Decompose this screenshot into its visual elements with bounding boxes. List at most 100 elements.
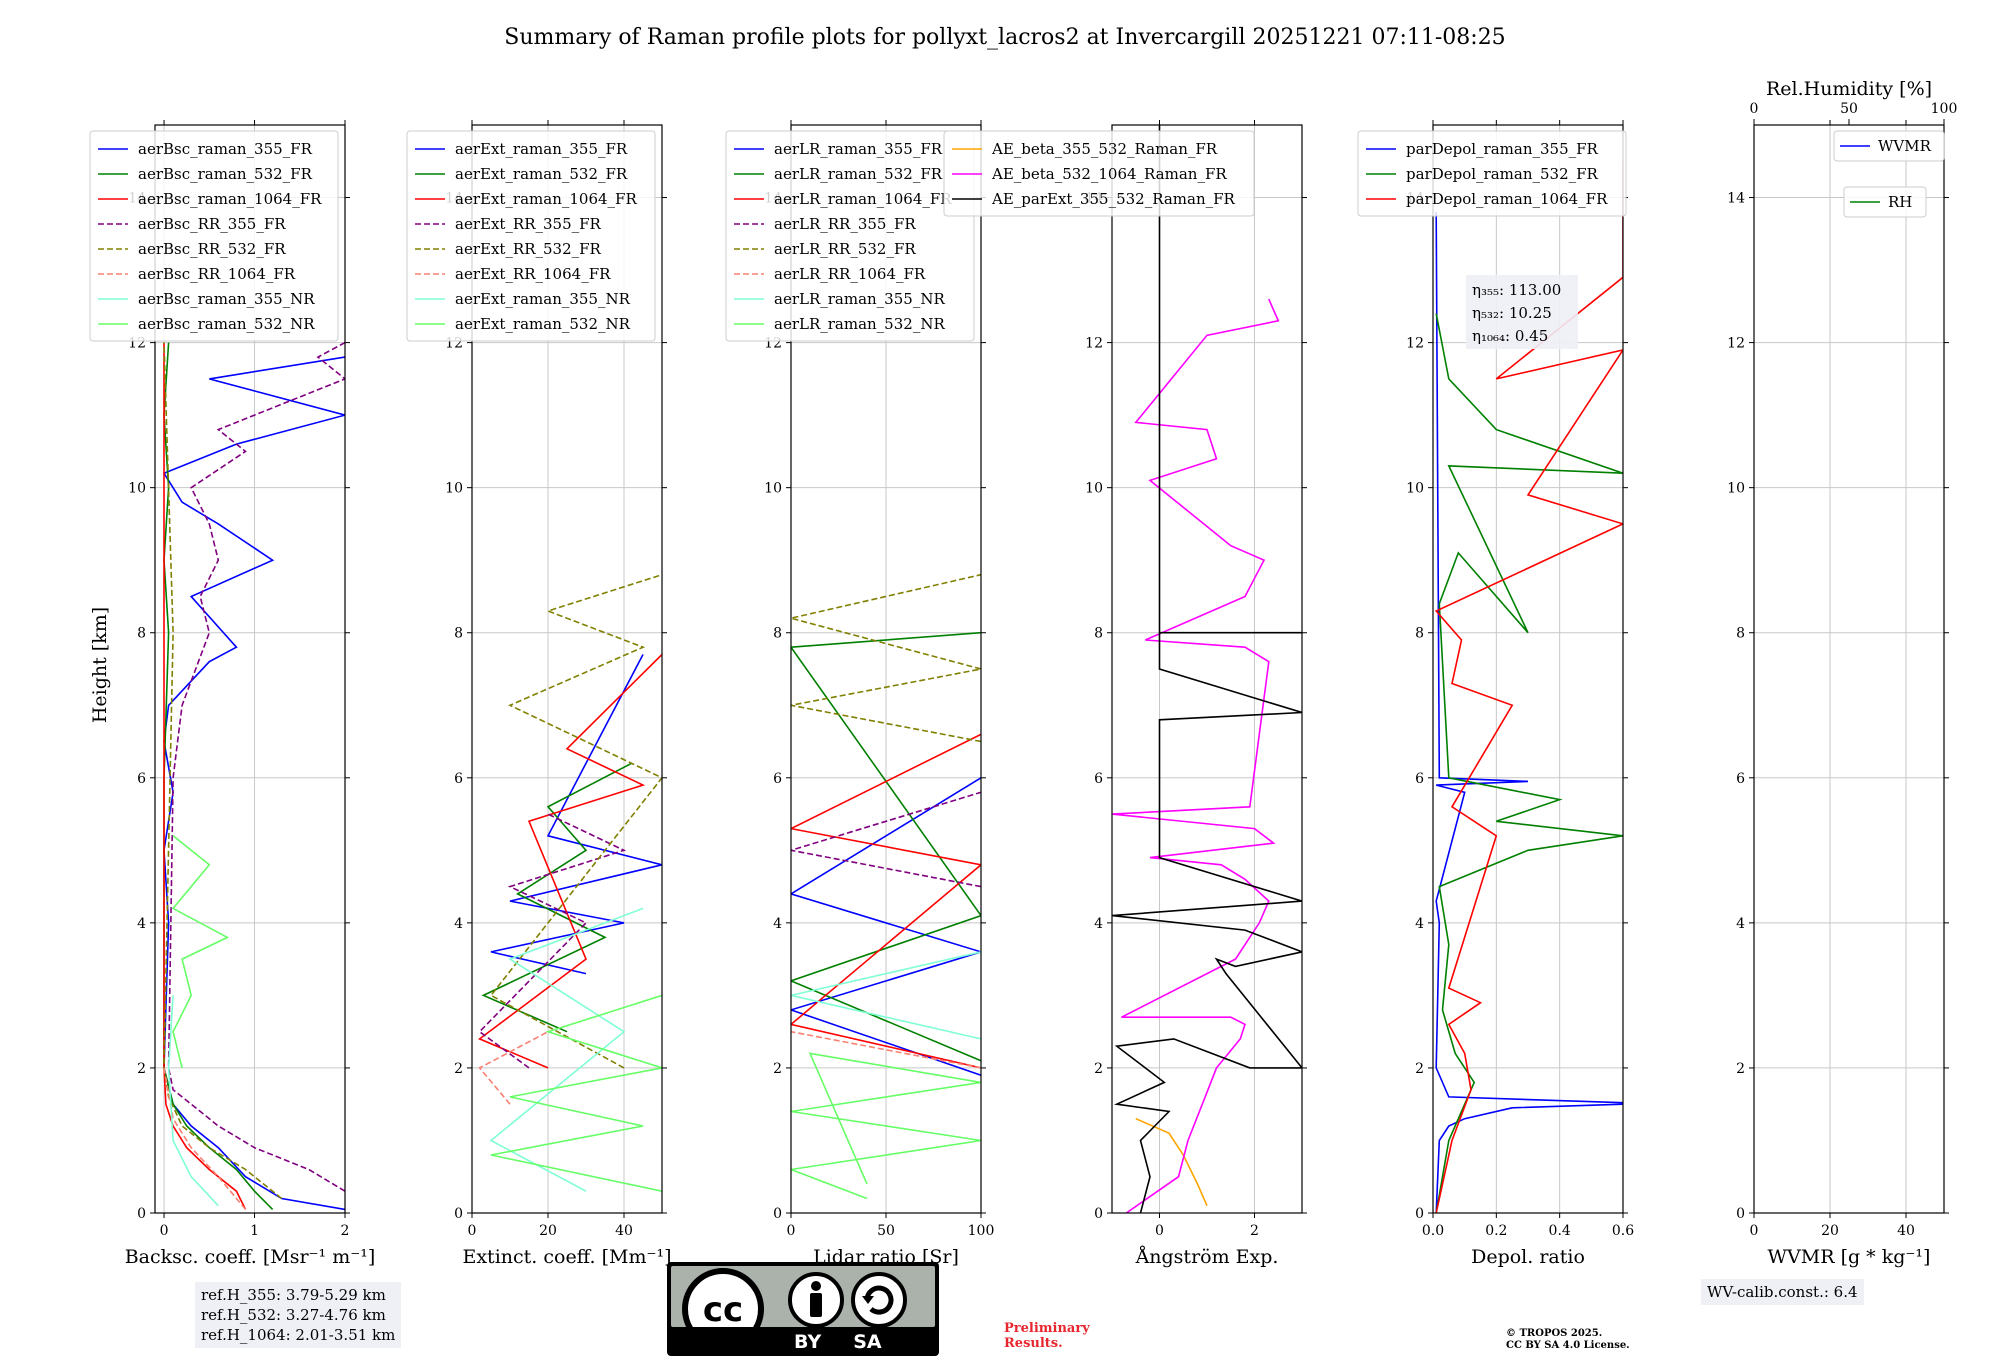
- x-tick-label: 2: [1250, 1223, 1259, 1239]
- y-tick-label: 2: [773, 1061, 782, 1077]
- copyright-notice: © TROPOS 2025. CC BY SA 4.0 License.: [1506, 1328, 1630, 1352]
- copyright-line-2: CC BY SA 4.0 License.: [1506, 1340, 1630, 1351]
- x-tick-label: 20: [539, 1223, 557, 1239]
- series-aerBsc_raman_355_NR: [167, 995, 219, 1207]
- y-tick-label: 10: [1085, 481, 1103, 497]
- y-axis-label: Height [km]: [89, 607, 111, 723]
- x2-tick-label: 50: [1840, 101, 1858, 117]
- series-aerBsc_RR_1064_FR: [163, 1067, 247, 1210]
- y-tick-label: 6: [1736, 771, 1745, 787]
- x-tick-label: 50: [877, 1223, 895, 1239]
- series-aerExt_raman_355_NR: [489, 907, 644, 1192]
- axes-frame: [154, 124, 346, 1214]
- panel-angstrom: 0246810121402Ångström Exp.AE_beta_355_53…: [943, 120, 1307, 1268]
- legend-entry: aerBsc_raman_355_NR: [138, 290, 315, 308]
- legend-entry: aerLR_raman_355_NR: [774, 290, 945, 308]
- legend-entry: aerExt_RR_532_FR: [455, 240, 602, 258]
- legend-entry: aerLR_raman_532_NR: [774, 315, 945, 333]
- legend-entry: aerExt_RR_355_FR: [455, 215, 602, 233]
- legend-entry: AE_parExt_355_532_Raman_FR: [991, 190, 1236, 208]
- legend-entry: aerBsc_raman_532_FR: [138, 165, 313, 183]
- series-AE_parExt_355_532_Raman_FR: [1112, 125, 1302, 1213]
- chart-panels: 02468101214012Backsc. coeff. [Msr⁻¹ m⁻¹]…: [89, 78, 1957, 1268]
- y-tick-label: 6: [1415, 771, 1424, 787]
- series-group: [162, 341, 345, 1211]
- series-aerLR_raman_355_NR: [791, 951, 981, 1040]
- eta-annotation: η₁₀₆₄: 0.45: [1472, 327, 1548, 345]
- y-tick-label: 8: [137, 626, 146, 642]
- eta-annotation-box: [1466, 275, 1578, 349]
- y-tick-label: 6: [1094, 771, 1103, 787]
- legend-entry: aerExt_raman_532_FR: [455, 165, 628, 183]
- legend-entry: RH: [1888, 193, 1912, 211]
- series-group: [1434, 161, 1623, 1213]
- x-axis-label: Ångström Exp.: [1135, 1246, 1279, 1268]
- x-tick-label: 0: [1750, 1223, 1759, 1239]
- y-tick-label: 4: [773, 916, 782, 932]
- y-tick-label: 4: [1415, 916, 1424, 932]
- series-aerBsc_raman_532_FR: [163, 342, 274, 1210]
- y-tick-label: 6: [454, 771, 463, 787]
- series-aerExt_raman_355_FR: [490, 654, 662, 975]
- preliminary-line-1: Preliminary: [1004, 1321, 1090, 1336]
- y-tick-label: 0: [1415, 1206, 1424, 1222]
- legend-box: [943, 130, 1255, 217]
- series-aerLR_raman_355_FR: [791, 777, 981, 1076]
- legend-box-RH: [1843, 186, 1927, 218]
- x-tick-label: 0: [787, 1223, 796, 1239]
- series-aerExt_RR_355_FR: [478, 813, 627, 1069]
- x-axis-label: WVMR [g * kg⁻¹]: [1768, 1246, 1931, 1268]
- panel-wvmr_rh: 0 2 4 6 8 10 12 14 0 20 40 WVMR [g * kg⁻¹] 0 50 100Rel…: [1727, 78, 1957, 1268]
- series-AE_beta_355_532_Raman_FR: [1135, 1117, 1208, 1207]
- series-parDepol_raman_1064_FR: [1434, 161, 1623, 1213]
- legend-entry: aerExt_raman_355_NR: [455, 290, 631, 308]
- legend-entry: aerBsc_RR_532_FR: [138, 240, 286, 258]
- wv-calib-const: WV-calib.const.: 6.4: [1707, 1283, 1858, 1301]
- axes-frame: [1111, 124, 1303, 1214]
- series-aerLR_raman_1064_FR: [791, 733, 981, 1069]
- y-tick-label: 2: [1736, 1061, 1745, 1077]
- legend-entry: aerBsc_raman_532_NR: [138, 315, 315, 333]
- y-tick-label: 2: [137, 1061, 146, 1077]
- x-tick-label: 0: [1155, 1223, 1164, 1239]
- legend-entry: aerLR_RR_532_FR: [774, 240, 916, 258]
- series-aerExt_RR_1064_FR: [478, 1030, 549, 1105]
- y-tick-label: 12: [1406, 336, 1424, 352]
- series-aerBsc_raman_532_NR: [171, 835, 230, 1069]
- legend-entry: aerExt_raman_532_NR: [455, 315, 631, 333]
- x2-tick-label: 0: [1750, 101, 1759, 117]
- legend-entry: aerLR_raman_355_FR: [774, 140, 943, 158]
- legend-entry: parDepol_raman_355_FR: [1406, 140, 1599, 158]
- cc-by-sa-logo: cc BY SA: [667, 1262, 939, 1356]
- legend-entry: aerBsc_RR_1064_FR: [138, 265, 296, 283]
- x-tick-label: 20: [1821, 1223, 1839, 1239]
- copyright-line-1: © TROPOS 2025.: [1506, 1328, 1603, 1339]
- legend-entry: parDepol_raman_532_FR: [1406, 165, 1599, 183]
- series-parDepol_raman_532_FR: [1435, 313, 1623, 1213]
- y-tick-label: 12: [1085, 336, 1103, 352]
- x-tick-label: 0.2: [1485, 1223, 1507, 1239]
- series-AE_beta_532_1064_Raman_FR: [1112, 298, 1280, 1213]
- panel-extinction: 0246810121402040Extinct. coeff. [Mm⁻¹]ae…: [406, 120, 672, 1268]
- x2-tick-label: 100: [1931, 101, 1958, 117]
- legend-box: [1357, 130, 1627, 217]
- x-axis-label: Depol. ratio: [1471, 1246, 1585, 1268]
- series-aerBsc_RR_355_FR: [167, 341, 345, 1192]
- x-tick-label: 40: [615, 1223, 633, 1239]
- legend-entry: AE_beta_355_532_Raman_FR: [991, 140, 1218, 158]
- preliminary-line-2: Results.: [1004, 1336, 1063, 1351]
- panel-lidar_ratio: 02468101214050100Lidar ratio [Sr]aerLR_r…: [725, 120, 994, 1268]
- y-tick-label: 2: [454, 1061, 463, 1077]
- x-tick-label: 0: [160, 1223, 169, 1239]
- legend-entry: aerExt_raman_1064_FR: [455, 190, 637, 208]
- x-axis-label: Extinct. coeff. [Mm⁻¹]: [462, 1246, 671, 1268]
- legend-entry: aerExt_raman_355_FR: [455, 140, 628, 158]
- series-aerLR_RR_355_FR: [791, 791, 981, 888]
- figure-title: Summary of Raman profile plots for polly…: [504, 25, 1505, 50]
- series-aerBsc_raman_355_FR: [162, 356, 345, 1211]
- series-group: [791, 573, 981, 1200]
- legend-entry: AE_beta_532_1064_Raman_FR: [991, 165, 1227, 183]
- legend-entry: aerLR_RR_355_FR: [774, 215, 916, 233]
- ref-h-1064: ref.H_1064: 2.01-3.51 km: [201, 1326, 396, 1344]
